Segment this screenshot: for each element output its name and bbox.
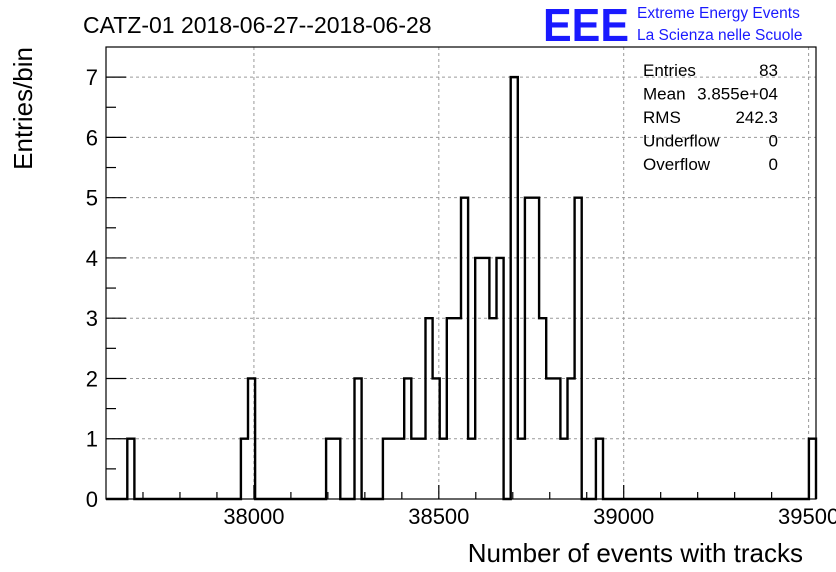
histogram-bin (461, 198, 468, 499)
histogram-bin (468, 439, 475, 499)
histogram-bin (326, 439, 333, 499)
histogram-bin (418, 439, 425, 499)
histogram-bin (560, 439, 567, 499)
histogram-bin (532, 198, 539, 499)
histogram-bin (390, 439, 397, 499)
logo-line-1: Extreme Energy Events (637, 5, 800, 22)
histogram-bin (440, 439, 447, 499)
y-axis-label: Entries/bin (8, 47, 38, 170)
histogram-bin (553, 378, 560, 499)
histogram-bin (248, 378, 255, 499)
tick-labels: 38000 38500 39000 39500 0 1 2 3 4 5 6 7 (86, 65, 836, 529)
chart-title: CATZ-01 2018-06-27--2018-06-28 (83, 12, 432, 38)
y-tick-label: 1 (86, 427, 98, 452)
y-tick-label: 5 (86, 186, 98, 211)
x-axis-label: Number of events with tracks (468, 538, 803, 568)
histogram-bin (127, 439, 134, 499)
y-tick-label: 4 (86, 246, 98, 271)
histogram-bin (809, 439, 816, 499)
histogram-bin (411, 439, 418, 499)
histogram-bin (575, 198, 582, 499)
histogram-bin (447, 318, 454, 499)
y-tick-label: 2 (86, 366, 98, 391)
histogram-bin (404, 378, 411, 499)
histogram-bin (596, 439, 603, 499)
histogram-bin (482, 258, 489, 499)
stat-value: 242.3 (735, 108, 778, 127)
x-tick-label: 39000 (593, 504, 654, 529)
stat-value: 83 (759, 61, 778, 80)
y-tick-label: 7 (86, 65, 98, 90)
y-tick-label: 3 (86, 306, 98, 331)
histogram-bin (454, 318, 461, 499)
stat-label: Underflow (643, 132, 720, 151)
histogram-bin (475, 258, 482, 499)
x-tick-label: 39500 (778, 504, 836, 529)
plot-frame (105, 46, 817, 500)
histogram-bin (383, 439, 390, 499)
histogram-bin (426, 318, 433, 499)
histogram-bin (433, 378, 440, 499)
y-tick-label: 0 (86, 487, 98, 512)
stat-label: Mean (643, 85, 686, 104)
histogram-bin (568, 378, 575, 499)
histogram-bin (397, 439, 404, 499)
stat-label: RMS (643, 108, 681, 127)
histogram-bin (241, 439, 248, 499)
eee-logo: EEE Extreme Energy Events La Scienza nel… (543, 0, 802, 51)
x-tick-label: 38000 (223, 504, 284, 529)
axis-ticks (106, 76, 810, 500)
histogram-bin (539, 318, 546, 499)
logo-line-2: La Scienza nelle Scuole (637, 27, 802, 44)
histogram-bin (497, 258, 504, 499)
stat-value: 3.855e+04 (697, 85, 778, 104)
histogram-bin (489, 318, 496, 499)
stat-label: Entries (643, 61, 696, 80)
stat-label: Overflow (643, 155, 711, 174)
stats-box: Entries 83 Mean 3.855e+04 RMS 242.3 Underflow 0… (643, 61, 778, 174)
histogram-bin (518, 439, 525, 499)
stat-value: 0 (769, 155, 778, 174)
histogram-bin (333, 439, 340, 499)
histogram-bin (525, 198, 532, 499)
y-tick-label: 6 (86, 125, 98, 150)
logo-mark: EEE (543, 0, 629, 51)
x-tick-label: 38500 (408, 504, 469, 529)
stat-value: 0 (769, 132, 778, 151)
histogram-bin (511, 77, 518, 499)
histogram-bin (355, 378, 362, 499)
histogram-bin (546, 378, 553, 499)
